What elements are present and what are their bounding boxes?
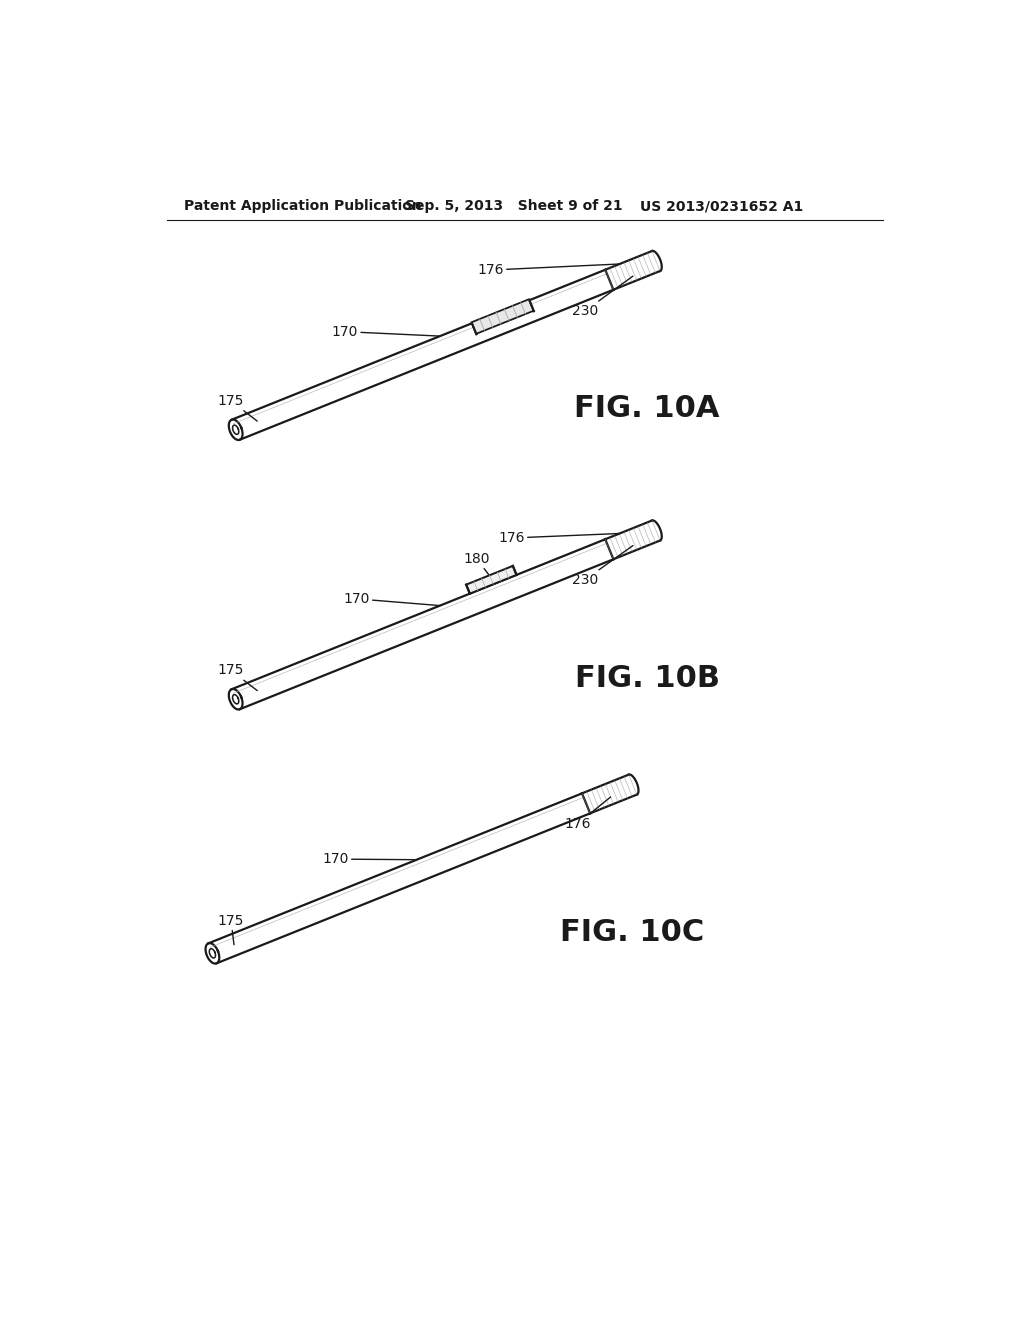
Text: FIG. 10B: FIG. 10B (574, 664, 720, 693)
Text: 176: 176 (564, 797, 610, 830)
Text: 170: 170 (343, 591, 440, 606)
Text: 170: 170 (332, 325, 440, 339)
Text: Patent Application Publication: Patent Application Publication (183, 199, 422, 213)
Text: 230: 230 (572, 276, 633, 318)
Text: 176: 176 (477, 263, 620, 277)
Text: US 2013/0231652 A1: US 2013/0231652 A1 (640, 199, 803, 213)
Text: 170: 170 (323, 853, 417, 866)
Text: 175: 175 (218, 913, 245, 945)
Text: FIG. 10C: FIG. 10C (560, 917, 703, 946)
Text: 175: 175 (218, 664, 257, 690)
Text: 180: 180 (464, 552, 490, 577)
Text: FIG. 10A: FIG. 10A (574, 395, 720, 424)
Polygon shape (466, 566, 516, 594)
Text: 175: 175 (218, 393, 257, 421)
Text: 230: 230 (572, 545, 633, 586)
Polygon shape (471, 300, 534, 334)
Text: 176: 176 (499, 531, 620, 545)
Text: Sep. 5, 2013   Sheet 9 of 21: Sep. 5, 2013 Sheet 9 of 21 (406, 199, 623, 213)
